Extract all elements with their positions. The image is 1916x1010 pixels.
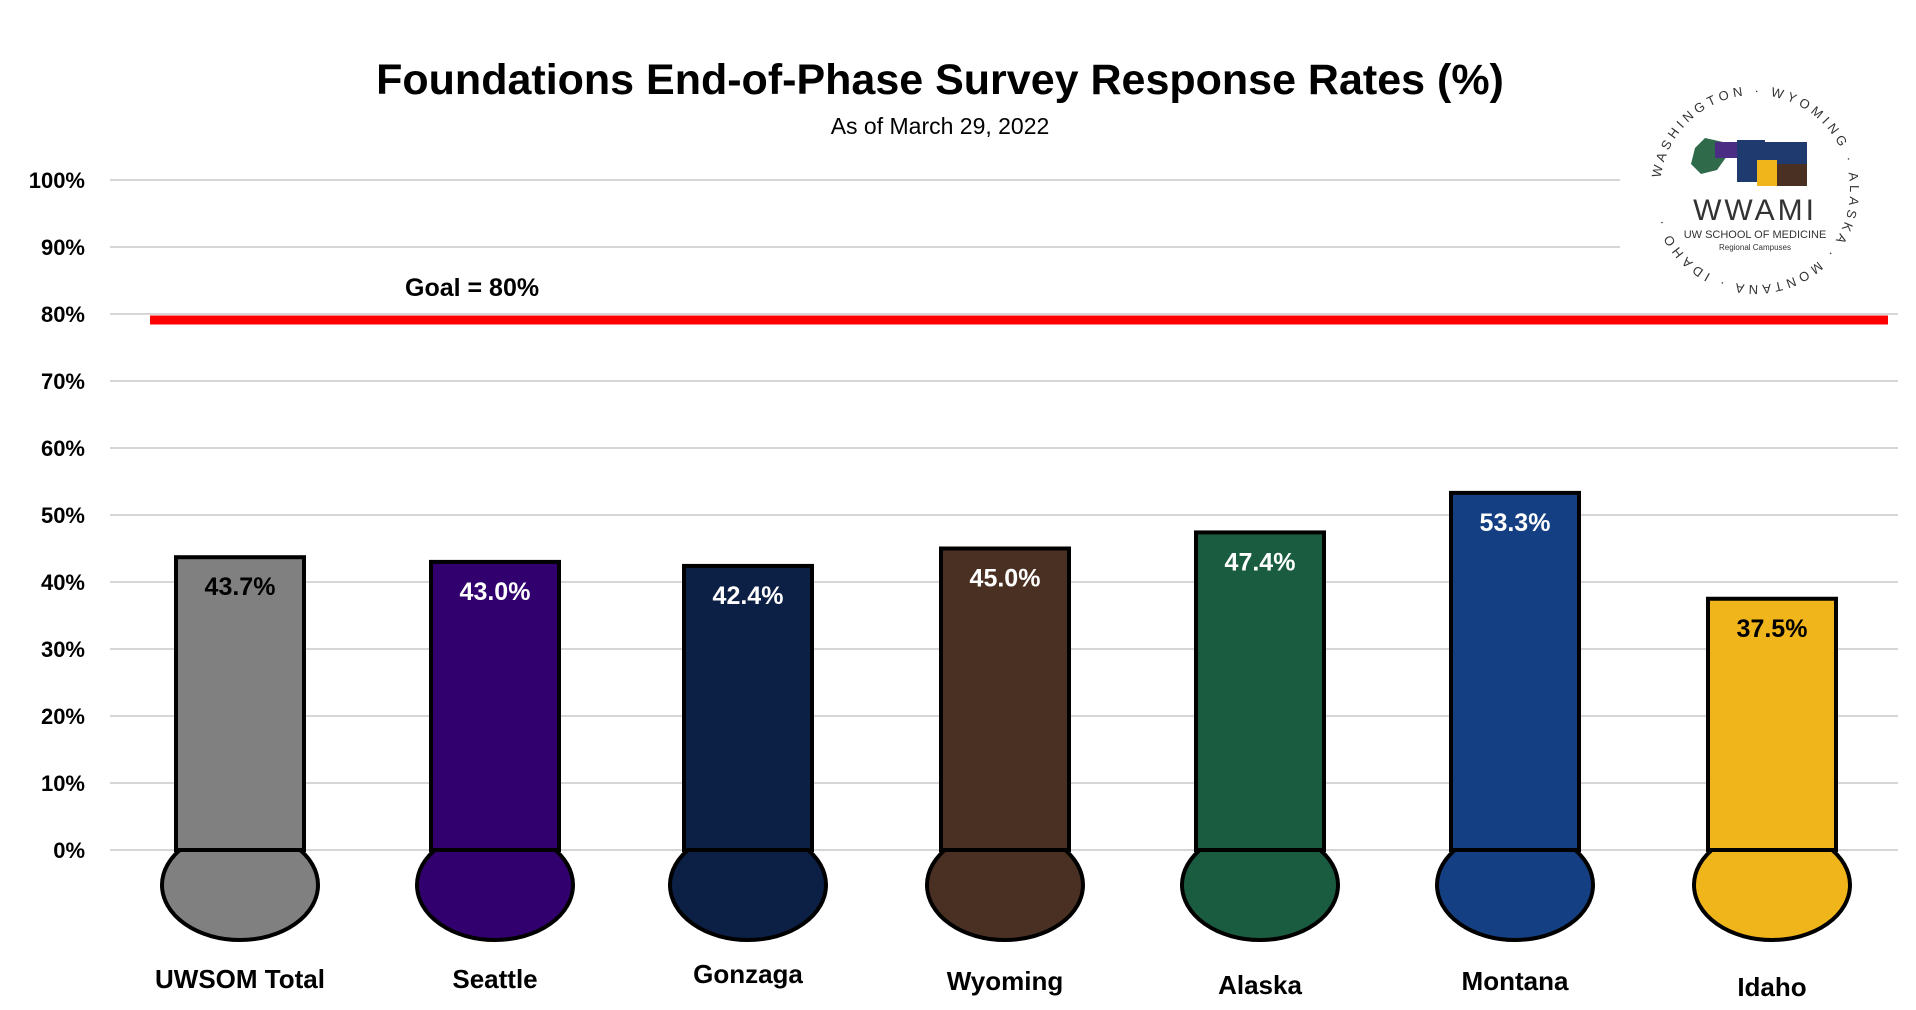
bar bbox=[939, 546, 1071, 852]
y-axis-ticks: 0% 10% 20% 30% 40% 50% 60% 70% 80% 90% 100% bbox=[29, 168, 85, 863]
bar-group: 45.0% Wyoming bbox=[925, 546, 1085, 996]
chart-subtitle: As of March 29, 2022 bbox=[831, 113, 1050, 139]
category-label: UWSOM Total bbox=[155, 964, 325, 994]
bar bbox=[1706, 596, 1838, 852]
data-label: 45.0% bbox=[970, 565, 1041, 593]
bar bbox=[1449, 490, 1581, 852]
y-tick-label: 100% bbox=[29, 168, 85, 193]
data-label: 47.4% bbox=[1225, 548, 1296, 576]
y-tick-label: 40% bbox=[41, 570, 85, 595]
data-label: 53.3% bbox=[1480, 509, 1551, 537]
category-label: Seattle bbox=[452, 964, 537, 994]
y-tick-label: 70% bbox=[41, 369, 85, 394]
bar-group: 53.3% Montana bbox=[1435, 490, 1595, 996]
bar-group: 37.5% Idaho bbox=[1692, 596, 1852, 1002]
y-tick-label: 10% bbox=[41, 771, 85, 796]
logo-subtitle-2: Regional Campuses bbox=[1719, 243, 1791, 252]
y-tick-label: 0% bbox=[53, 838, 85, 863]
y-tick-label: 20% bbox=[41, 704, 85, 729]
bar bbox=[429, 559, 561, 853]
bar bbox=[174, 555, 306, 853]
bar bbox=[1194, 530, 1326, 852]
category-label: Montana bbox=[1462, 966, 1569, 996]
category-label: Idaho bbox=[1737, 972, 1806, 1002]
chart-title: Foundations End-of-Phase Survey Response… bbox=[376, 56, 1504, 104]
goal-label: Goal = 80% bbox=[405, 274, 539, 302]
logo-subtitle: UW SCHOOL OF MEDICINE bbox=[1684, 229, 1827, 241]
category-label: Wyoming bbox=[947, 966, 1064, 996]
data-label: 43.0% bbox=[460, 578, 531, 606]
bar bbox=[682, 563, 814, 852]
logo-map-icon bbox=[1691, 138, 1807, 186]
bar-group: 43.7% UWSOM Total bbox=[155, 555, 325, 994]
y-tick-label: 30% bbox=[41, 637, 85, 662]
bar-group: 42.4% Gonzaga bbox=[668, 563, 828, 989]
logo-wordmark: WWAMI bbox=[1693, 194, 1817, 227]
bar-group: 43.0% Seattle bbox=[415, 559, 575, 994]
category-label: Gonzaga bbox=[693, 959, 803, 989]
data-label: 43.7% bbox=[205, 573, 276, 601]
y-tick-label: 60% bbox=[41, 436, 85, 461]
goal-line-group: Goal = 80% bbox=[150, 274, 1888, 325]
logo-background bbox=[1620, 90, 1900, 290]
category-label: Alaska bbox=[1218, 970, 1302, 1000]
data-label: 42.4% bbox=[713, 582, 784, 610]
bar-group: 47.4% Alaska bbox=[1180, 530, 1340, 1000]
y-tick-label: 90% bbox=[41, 235, 85, 260]
bars: 43.7% UWSOM Total 43.0% Seattle 42.4% Gonzaga… bbox=[155, 490, 1852, 1002]
y-tick-label: 50% bbox=[41, 503, 85, 528]
y-tick-label: 80% bbox=[41, 302, 85, 327]
wwami-logo: WASHINGTON · WYOMING · ALASKA · MONTANA … bbox=[1620, 83, 1900, 297]
data-label: 37.5% bbox=[1737, 615, 1808, 643]
